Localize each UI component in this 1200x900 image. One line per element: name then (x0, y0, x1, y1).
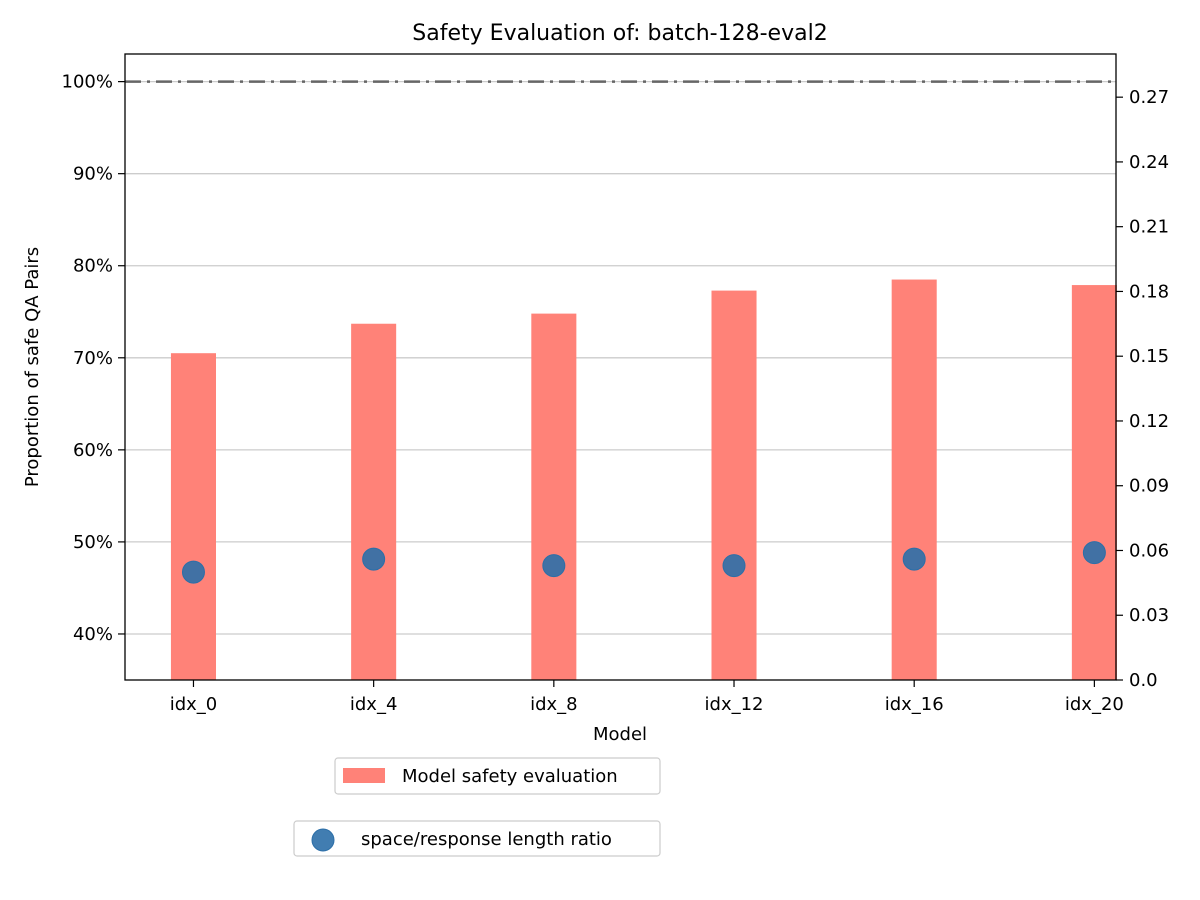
x-axis-label: Model (593, 724, 647, 745)
x-tick-label: idx_12 (705, 694, 764, 715)
x-tick-label: idx_4 (350, 694, 398, 715)
legend-scatter-swatch (311, 828, 335, 852)
y2-tick-label: 0.0 (1129, 670, 1158, 691)
bar-idx_0 (170, 353, 216, 680)
point-idx_16 (902, 547, 926, 571)
axes: 40% 50% 60% 70% 80% 90% 100% 0.0 0.03 0.06 0.09 0.1… (62, 72, 1170, 715)
chart-title: Safety Evaluation of: batch-128-eval2 (412, 21, 827, 46)
bar-idx_20 (1071, 285, 1117, 680)
y-tick-label: 80% (73, 256, 113, 277)
point-idx_20 (1082, 541, 1106, 565)
y-tick-label: 100% (62, 72, 113, 93)
y2-tick-label: 0.15 (1129, 346, 1169, 367)
legend-bar-label: Model safety evaluation (402, 766, 618, 787)
gridlines (125, 80, 1116, 635)
x-tick-label: idx_16 (885, 694, 944, 715)
y2-tick-label: 0.06 (1129, 540, 1169, 561)
y-tick-label: 40% (73, 624, 113, 645)
point-idx_12 (722, 554, 746, 578)
y2-tick-label: 0.27 (1129, 87, 1169, 108)
legend-bar-swatch (343, 768, 385, 783)
x-tick-label: idx_0 (170, 694, 218, 715)
plot-frame (124, 53, 1117, 681)
point-idx_8 (542, 554, 566, 578)
legend-scatter: space/response length ratio (293, 820, 661, 857)
y-tick-label: 70% (73, 348, 113, 369)
legend-bar: Model safety evaluation (334, 757, 661, 795)
y2-tick-label: 0.24 (1129, 152, 1169, 173)
bar-idx_16 (891, 279, 937, 680)
point-idx_0 (181, 560, 205, 584)
point-idx_4 (362, 547, 386, 571)
legend-scatter-label: space/response length ratio (361, 829, 612, 850)
y-axis-label: Proportion of safe QA Pairs (22, 247, 43, 487)
y2-tick-label: 0.12 (1129, 411, 1169, 432)
y-tick-label: 60% (73, 440, 113, 461)
bar-idx_4 (351, 323, 397, 680)
x-tick-label: idx_8 (530, 694, 578, 715)
legend-scatter-frame (293, 820, 661, 857)
y-tick-label: 50% (73, 532, 113, 553)
legend-bar-frame (334, 757, 661, 795)
y-tick-label: 90% (73, 164, 113, 185)
bar-idx_8 (531, 313, 577, 680)
x-tick-label: idx_20 (1065, 694, 1124, 715)
y2-tick-label: 0.09 (1129, 476, 1169, 497)
y2-tick-label: 0.18 (1129, 281, 1169, 302)
y2-tick-label: 0.03 (1129, 605, 1169, 626)
bar-idx_12 (711, 290, 757, 680)
y2-tick-label: 0.21 (1129, 217, 1169, 238)
bars (170, 279, 1117, 680)
scatter-points (181, 541, 1106, 584)
